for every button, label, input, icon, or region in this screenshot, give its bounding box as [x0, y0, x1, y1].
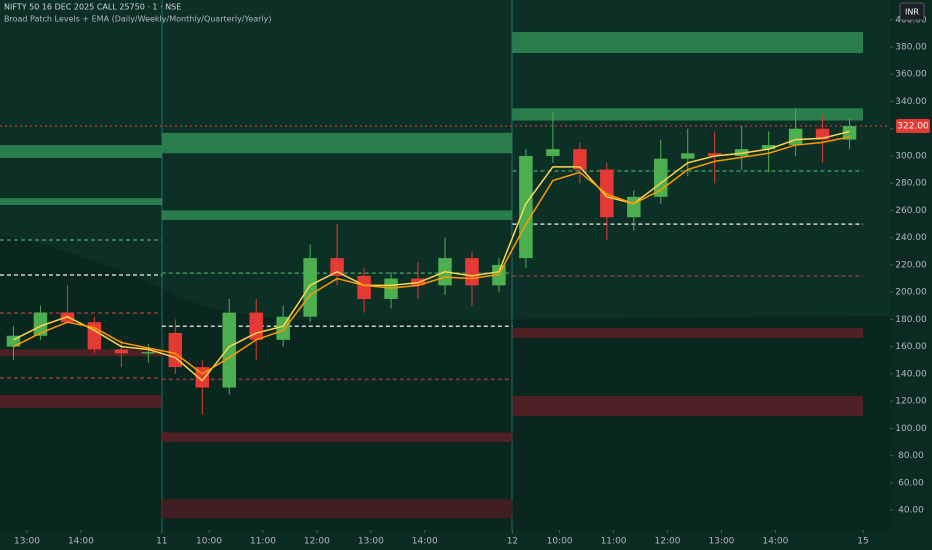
y-tick-label: 140.00 [895, 369, 927, 379]
candle-body [141, 352, 156, 354]
y-tick-label: 300.00 [895, 151, 927, 161]
x-tick-label: 12 [507, 537, 518, 547]
y-tick-label: 60.00 [898, 478, 924, 488]
candle-body [303, 258, 317, 317]
y-tick-label: 280.00 [895, 179, 927, 189]
x-tick-label: 14:00 [412, 537, 438, 547]
zone [512, 108, 864, 121]
y-tick-label: 200.00 [895, 288, 927, 298]
candle-body [761, 145, 776, 150]
candle-body [357, 275, 371, 299]
x-tick-label: 13:00 [358, 537, 384, 547]
candle-body [573, 149, 587, 170]
y-tick-label: 380.00 [895, 42, 927, 52]
candle-body [276, 316, 290, 340]
x-tick-label: 13:00 [708, 537, 734, 547]
ema-line [13, 130, 850, 382]
zone [161, 210, 513, 220]
candle-body [33, 312, 48, 336]
y-tick-label: 180.00 [895, 315, 927, 325]
zone [161, 132, 513, 154]
zone [161, 499, 513, 519]
zone [0, 395, 162, 408]
y-tick-label: 340.00 [895, 97, 927, 107]
x-tick-label: 13:00 [14, 537, 40, 547]
y-tick-label: 80.00 [898, 451, 924, 461]
plot [0, 32, 890, 519]
candle-body [546, 149, 560, 156]
x-tick-label: 11:00 [250, 537, 276, 547]
zone [512, 395, 864, 417]
chart-title: NIFTY 50 16 DEC 2025 CALL 25750 · 1 · NS… [4, 3, 181, 12]
candle-body [654, 158, 668, 197]
y-tick-label: 120.00 [895, 397, 927, 407]
y-tick-label: 220.00 [895, 260, 927, 270]
candle-body [707, 153, 722, 156]
y-tick-label: 100.00 [895, 424, 927, 434]
candle-body [330, 258, 344, 276]
candle-body [788, 128, 803, 146]
price-axis [890, 0, 932, 550]
candle-body [815, 128, 830, 140]
x-tick-label: 14:00 [762, 537, 788, 547]
x-tick-label: 12:00 [655, 537, 681, 547]
x-tick-label: 11:00 [601, 537, 627, 547]
zone [0, 198, 162, 205]
ema-line [13, 136, 850, 375]
candle-body [680, 153, 695, 159]
candle-body [249, 312, 263, 340]
candle-body [222, 312, 236, 388]
last-price-badge [896, 118, 930, 133]
y-tick-label: 360.00 [895, 70, 927, 80]
x-tick-label: 11 [156, 537, 167, 547]
candle-body [168, 333, 183, 368]
chart-subtitle: Broad Patch Levels + EMA (Daily/Weekly/M… [4, 15, 272, 24]
candle-body [519, 155, 533, 259]
y-tick-label: 40.00 [898, 506, 924, 516]
zone [512, 327, 864, 339]
y-tick-label: 160.00 [895, 342, 927, 352]
axes: 40.00 60.00 80.00 100.00 120.00 140.00 160.00 1… [14, 15, 930, 547]
zone [161, 432, 513, 443]
candle-body [6, 335, 21, 347]
zone [512, 32, 864, 53]
x-tick-label: 14:00 [68, 537, 94, 547]
y-tick-label: 260.00 [895, 206, 927, 216]
candle-body [842, 125, 857, 140]
zone [0, 145, 162, 159]
candle-body [465, 258, 479, 286]
zone [0, 349, 162, 357]
time-axis [0, 530, 932, 550]
currency: INR [905, 8, 919, 17]
x-tick-label: 10:00 [547, 537, 573, 547]
currency-badge[interactable] [899, 2, 925, 21]
y-tick-label: 240.00 [895, 233, 927, 243]
x-tick-label: 12:00 [304, 537, 330, 547]
candle-body [114, 349, 129, 354]
shade-region [0, 235, 890, 530]
x-tick-label: 15 [857, 537, 868, 547]
last-price-label: 322.00 [897, 121, 929, 131]
x-tick-label: 10:00 [196, 537, 222, 547]
